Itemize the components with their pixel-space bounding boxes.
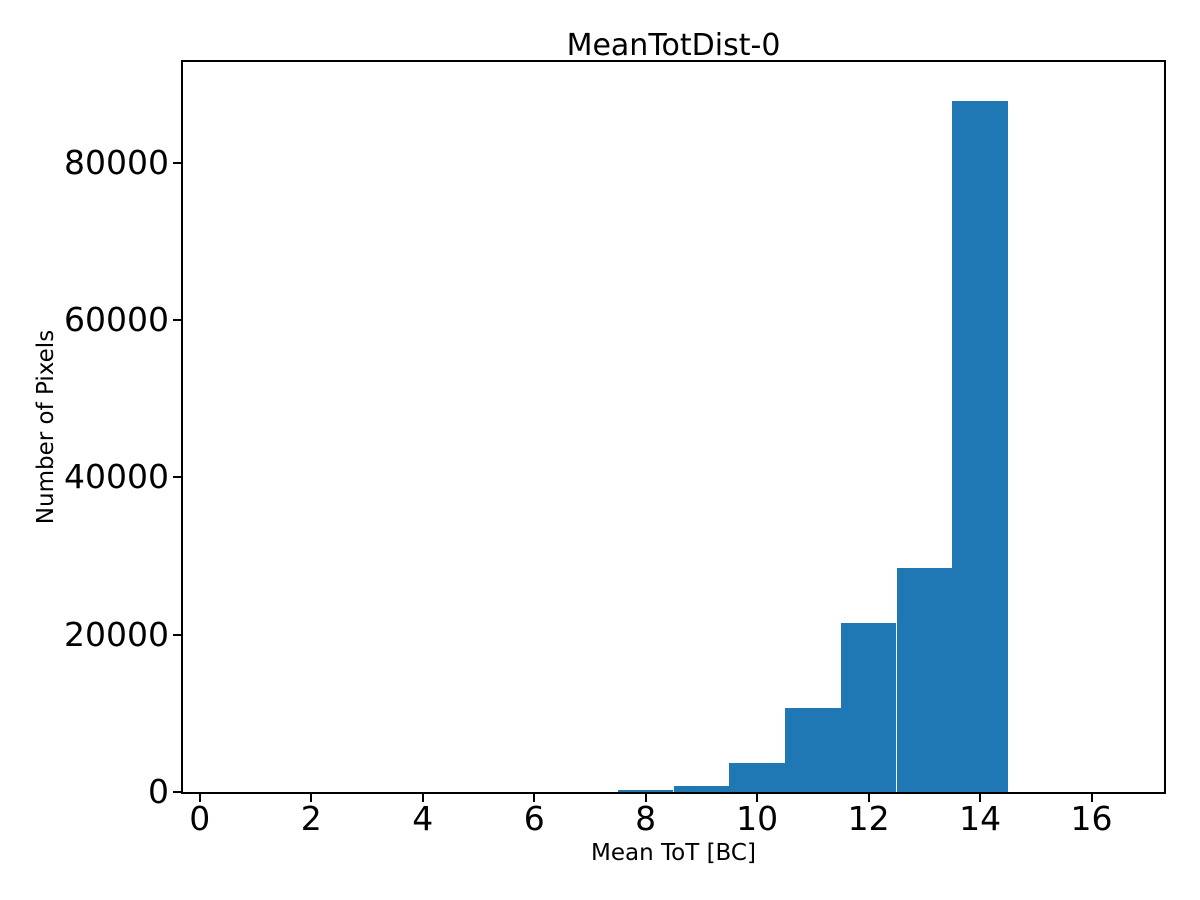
x-tick-mark — [1090, 794, 1093, 802]
y-axis-label: Number of Pixels — [33, 329, 59, 525]
x-tick-mark — [644, 794, 647, 802]
y-tick-mark — [173, 476, 181, 479]
y-tick-mark — [173, 319, 181, 321]
histogram-bar — [729, 762, 785, 792]
x-tick-mark — [756, 794, 759, 802]
x-tick-mark — [533, 794, 536, 802]
x-tick-mark — [198, 794, 201, 802]
x-tick-mark — [867, 794, 870, 802]
x-tick-label: 4 — [412, 799, 434, 838]
x-tick-label: 8 — [635, 799, 657, 838]
x-tick-label: 6 — [523, 799, 545, 838]
y-tick-label: 60000 — [64, 300, 169, 339]
histogram-bar — [896, 567, 953, 792]
chart-title: MeanTotDist-0 — [566, 28, 781, 63]
x-tick-label: 12 — [847, 799, 890, 838]
x-tick-label: 16 — [1070, 799, 1113, 838]
histogram-bar — [952, 101, 1008, 792]
y-tick-mark — [173, 633, 181, 636]
plot-area — [181, 60, 1166, 794]
x-tick-label: 0 — [189, 799, 211, 838]
y-tick-label: 0 — [148, 772, 169, 811]
y-tick-mark — [173, 161, 181, 164]
y-tick-mark — [173, 791, 181, 793]
x-tick-label: 10 — [736, 799, 779, 838]
y-tick-label: 80000 — [64, 142, 169, 182]
histogram-bar — [617, 790, 674, 792]
histogram-bar — [785, 707, 841, 792]
x-tick-mark — [310, 794, 313, 802]
x-tick-label: 14 — [959, 799, 1002, 838]
y-tick-label: 40000 — [64, 457, 169, 497]
x-tick-label: 2 — [300, 799, 322, 838]
x-axis-label: Mean ToT [BC] — [591, 840, 756, 866]
y-tick-label: 20000 — [64, 614, 169, 654]
histogram-bar — [673, 785, 730, 792]
x-tick-mark — [979, 794, 982, 802]
histogram-bar — [840, 622, 897, 792]
x-tick-mark — [421, 794, 424, 802]
